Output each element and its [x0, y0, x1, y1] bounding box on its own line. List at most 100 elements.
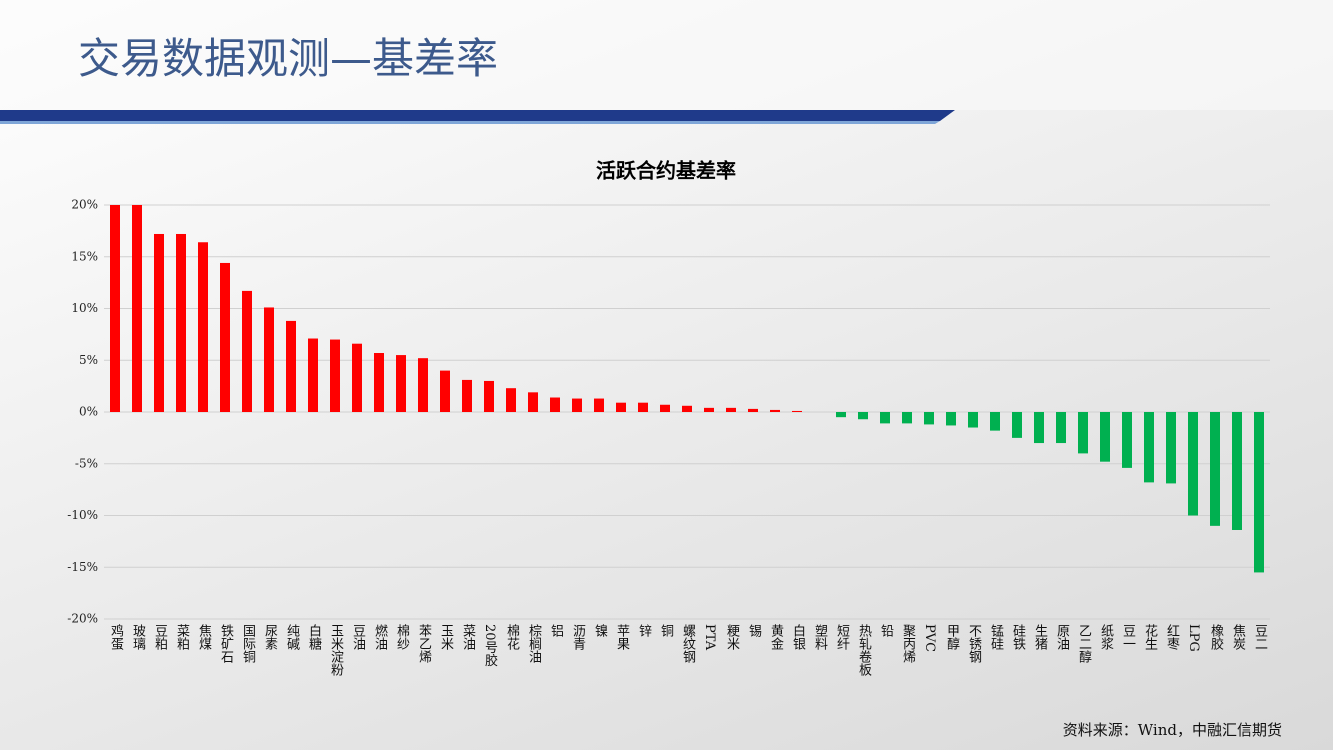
x-tick-label: 白糖 — [306, 624, 321, 650]
bar — [374, 353, 384, 412]
x-tick-label: 热轧卷板 — [856, 624, 871, 676]
bar — [506, 388, 516, 412]
x-tick-label: 玻璃 — [130, 624, 145, 650]
x-tick-label: 尿素 — [262, 624, 277, 650]
bar — [924, 412, 934, 425]
source-note: 资料来源：Wind，中融汇信期货 — [1063, 721, 1282, 739]
x-tick-label: 生猪 — [1032, 624, 1047, 650]
bar — [968, 412, 978, 428]
y-tick-label: -20% — [67, 612, 98, 626]
x-tick-label: 短纤 — [834, 624, 849, 650]
bar — [1188, 412, 1198, 516]
bar — [418, 358, 428, 412]
x-tick-label: 铁矿石 — [218, 624, 233, 663]
x-tick-label: 焦煤 — [196, 624, 211, 650]
x-tick-label: 铅 — [878, 624, 893, 637]
y-tick-label: -10% — [67, 508, 98, 522]
bar — [1210, 412, 1220, 526]
bar — [550, 397, 560, 412]
bar — [1166, 412, 1176, 484]
x-tick-label: 菜油 — [460, 624, 475, 650]
bar — [660, 404, 670, 412]
x-tick-label: 豆粕 — [152, 624, 167, 650]
y-tick-label: -15% — [67, 560, 98, 574]
bar — [770, 409, 780, 412]
x-tick-label: 乙二醇 — [1076, 624, 1091, 663]
y-tick-label: 20% — [71, 198, 98, 212]
x-tick-label: 粳米 — [724, 624, 739, 650]
x-tick-label: 硅铁 — [1010, 624, 1025, 650]
x-tick-label: 锌 — [636, 624, 651, 637]
x-tick-label: 甲醇 — [944, 624, 959, 650]
bar — [154, 233, 164, 412]
x-tick-label: 纯碱 — [284, 624, 299, 650]
bar — [1078, 412, 1088, 454]
bar — [528, 392, 538, 412]
bar — [638, 402, 648, 412]
bar — [836, 412, 846, 418]
x-tick-label: 铜 — [658, 624, 673, 637]
x-tick-label: 苹果 — [614, 624, 629, 650]
bar — [902, 412, 912, 424]
bar — [594, 398, 604, 412]
bar — [858, 412, 868, 420]
x-tick-label: 棉纱 — [394, 624, 409, 650]
bar — [990, 412, 1000, 431]
x-tick-label: 燃油 — [372, 624, 387, 650]
x-tick-label: 不锈钢 — [966, 624, 981, 663]
x-tick-label: 螺纹钢 — [680, 624, 695, 663]
y-tick-label: 5% — [79, 353, 98, 367]
bar — [880, 412, 890, 424]
x-tick-label: 鸡蛋 — [108, 624, 123, 650]
x-tick-label: 豆油 — [350, 624, 365, 650]
bar — [176, 233, 186, 412]
x-tick-label: 玉米 — [438, 624, 453, 650]
bar — [132, 205, 142, 412]
bar — [1012, 412, 1022, 438]
bar — [198, 242, 208, 412]
x-tick-label: 20号胶 — [482, 624, 497, 667]
bar — [726, 407, 736, 412]
bar — [330, 339, 340, 412]
bar — [396, 355, 406, 412]
x-tick-label: PTA — [702, 624, 717, 651]
x-tick-label: 锰硅 — [988, 624, 1003, 650]
y-tick-label: -5% — [75, 456, 98, 470]
header-underline — [0, 121, 940, 124]
header-bar — [0, 110, 955, 121]
x-tick-label: 白银 — [790, 624, 805, 650]
x-tick-label: 锡 — [746, 624, 761, 637]
bar — [572, 398, 582, 412]
bar — [616, 402, 626, 412]
x-tick-label: 黄金 — [768, 624, 783, 650]
y-tick-label: 0% — [79, 405, 98, 419]
bar — [1232, 412, 1242, 530]
x-tick-label: 棉花 — [504, 624, 519, 650]
x-tick-label: 聚丙烯 — [900, 624, 915, 663]
x-tick-label: 国际铜 — [240, 624, 255, 663]
x-tick-label: 镍 — [592, 624, 607, 637]
bar — [242, 290, 252, 412]
x-tick-label: LPG — [1186, 624, 1201, 652]
x-tick-label: 豆一 — [1120, 624, 1135, 650]
bar — [1100, 412, 1110, 462]
bar — [462, 379, 472, 412]
bar — [792, 410, 802, 412]
bar — [1056, 412, 1066, 444]
x-tick-label: 红枣 — [1164, 624, 1179, 650]
bar — [440, 370, 450, 412]
y-tick-label: 15% — [71, 249, 98, 263]
y-tick-label: 10% — [71, 301, 98, 315]
bar — [682, 405, 692, 412]
bar — [1144, 412, 1154, 483]
x-tick-label: 焦炭 — [1230, 624, 1245, 650]
x-tick-label: 棕榈油 — [526, 624, 541, 663]
bar — [1122, 412, 1132, 468]
x-tick-label: 铝 — [548, 624, 563, 637]
bar — [946, 412, 956, 426]
bar — [1034, 412, 1044, 444]
page-title: 交易数据观测—基差率 — [78, 34, 498, 83]
x-tick-label: 纸浆 — [1098, 624, 1113, 650]
